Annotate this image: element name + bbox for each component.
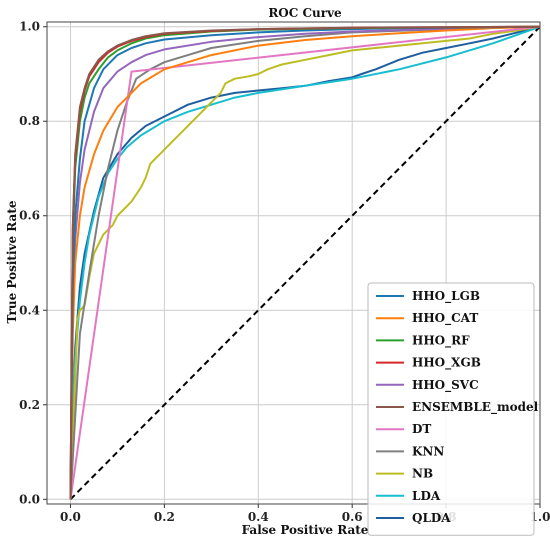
legend-box bbox=[367, 282, 535, 536]
legend-label: LDA bbox=[412, 489, 441, 503]
legend-label: HHO_SVC bbox=[412, 378, 479, 393]
series-line-ensemble-model bbox=[69, 25, 541, 500]
legend: HHO_LGB HHO_CAT HHO_RF HHO_XGB HHO_SVC ENSEMB… bbox=[367, 282, 539, 536]
x-axis-label: False Positive Rate bbox=[242, 523, 369, 537]
axes bbox=[43, 21, 541, 508]
y-tick-label: 0.6 bbox=[19, 209, 40, 223]
legend-label: NB bbox=[412, 467, 433, 481]
legend-label: HHO_CAT bbox=[412, 311, 478, 326]
plot-lines bbox=[69, 25, 541, 500]
x-tick-label: 1.0 bbox=[530, 510, 550, 524]
y-tick-label: 0.0 bbox=[19, 492, 40, 506]
chart-title: ROC Curve bbox=[268, 6, 342, 20]
legend-label: ENSEMBLE_model bbox=[412, 400, 539, 415]
chance-reference-line bbox=[69, 26, 541, 500]
y-tick-label: 0.2 bbox=[19, 398, 40, 412]
x-tick-label: 0.6 bbox=[342, 510, 363, 524]
legend-label: HHO_RF bbox=[412, 333, 470, 348]
series-line-hho-cat bbox=[69, 25, 541, 500]
legend-label: HHO_XGB bbox=[412, 356, 481, 371]
legend-label: QLDA bbox=[412, 511, 451, 525]
series-line-lda bbox=[69, 25, 541, 500]
y-axis-label: True Positive Rate bbox=[5, 200, 19, 323]
x-tick-label: 0.4 bbox=[248, 510, 269, 524]
y-tick-label: 0.8 bbox=[19, 114, 40, 128]
x-tick-label: 0.2 bbox=[154, 510, 175, 524]
legend-label: KNN bbox=[412, 444, 444, 458]
series-line-nb bbox=[69, 25, 541, 500]
x-tick-label: 0.0 bbox=[60, 510, 81, 524]
series-line-dt bbox=[69, 25, 541, 500]
series-line-hho-svc bbox=[69, 25, 541, 500]
plot-frame bbox=[46, 21, 541, 505]
legend-label: DT bbox=[412, 422, 431, 436]
y-tick-label: 0.4 bbox=[19, 303, 40, 317]
legend-label: HHO_LGB bbox=[412, 289, 480, 304]
y-tick-label: 1.0 bbox=[19, 20, 40, 34]
